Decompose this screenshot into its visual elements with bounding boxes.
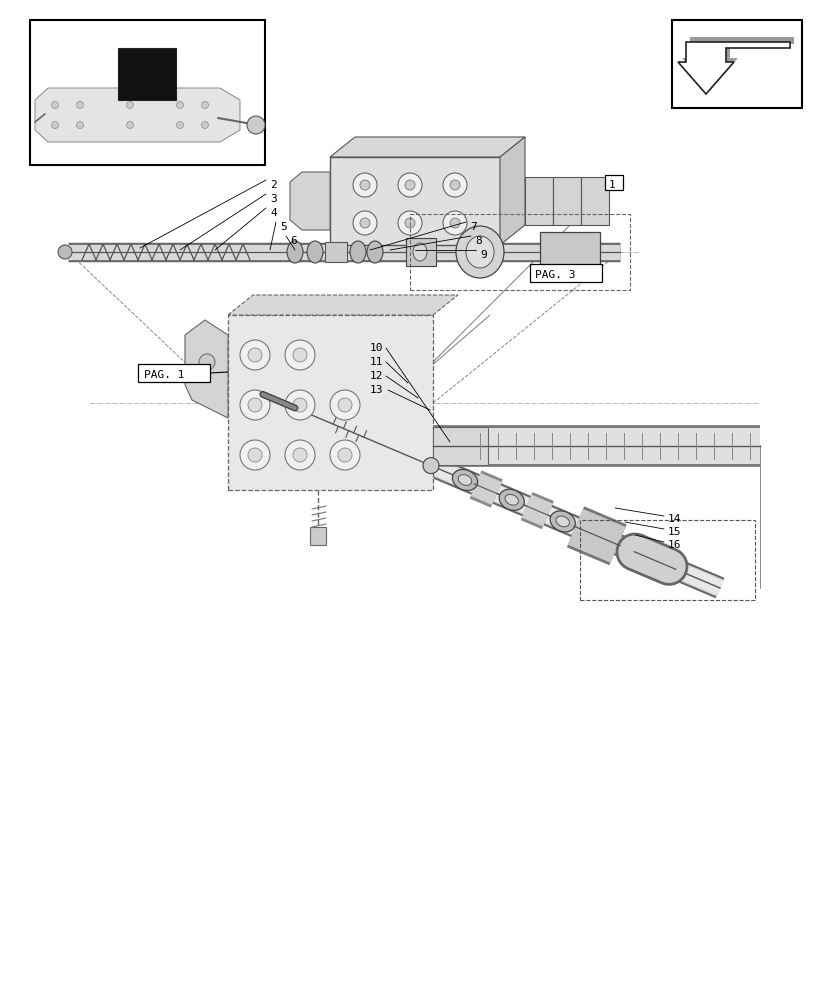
Circle shape bbox=[352, 211, 376, 235]
Circle shape bbox=[201, 122, 208, 129]
Bar bbox=[433, 427, 487, 465]
Text: 14: 14 bbox=[667, 514, 681, 524]
Circle shape bbox=[51, 122, 59, 129]
Bar bbox=[405, 238, 436, 266]
Bar bbox=[552, 177, 581, 225]
Circle shape bbox=[293, 348, 307, 362]
Ellipse shape bbox=[366, 241, 383, 263]
Text: 5: 5 bbox=[280, 222, 286, 232]
Circle shape bbox=[398, 173, 422, 197]
Circle shape bbox=[58, 245, 72, 259]
Ellipse shape bbox=[456, 226, 504, 278]
Ellipse shape bbox=[457, 475, 471, 485]
Text: 6: 6 bbox=[289, 236, 296, 246]
Polygon shape bbox=[681, 37, 793, 90]
Text: 1: 1 bbox=[609, 180, 615, 190]
Bar bbox=[672, 20, 801, 108]
Bar bbox=[524, 177, 552, 225]
Circle shape bbox=[127, 122, 133, 129]
Text: 7: 7 bbox=[470, 222, 476, 232]
Circle shape bbox=[246, 116, 265, 134]
Text: 13: 13 bbox=[370, 385, 383, 395]
Circle shape bbox=[248, 448, 261, 462]
Ellipse shape bbox=[504, 494, 518, 505]
Text: 15: 15 bbox=[667, 527, 681, 537]
Bar bbox=[409, 214, 629, 290]
Circle shape bbox=[284, 440, 314, 470]
Circle shape bbox=[248, 398, 261, 412]
Circle shape bbox=[404, 180, 414, 190]
Circle shape bbox=[284, 390, 314, 420]
Polygon shape bbox=[500, 137, 524, 245]
Circle shape bbox=[51, 102, 59, 109]
Text: PAG. 3: PAG. 3 bbox=[534, 270, 575, 280]
Circle shape bbox=[240, 390, 270, 420]
Circle shape bbox=[293, 398, 307, 412]
Circle shape bbox=[127, 102, 133, 109]
Circle shape bbox=[352, 173, 376, 197]
Polygon shape bbox=[330, 137, 524, 157]
Circle shape bbox=[198, 354, 215, 370]
Circle shape bbox=[176, 122, 184, 129]
Polygon shape bbox=[677, 42, 789, 94]
Text: 3: 3 bbox=[270, 194, 276, 204]
Ellipse shape bbox=[499, 489, 523, 510]
Circle shape bbox=[449, 218, 460, 228]
Ellipse shape bbox=[287, 241, 303, 263]
Text: 16: 16 bbox=[667, 540, 681, 550]
Bar bbox=[227, 315, 433, 490]
Circle shape bbox=[442, 211, 466, 235]
Circle shape bbox=[284, 340, 314, 370]
Circle shape bbox=[293, 448, 307, 462]
Circle shape bbox=[449, 180, 460, 190]
Polygon shape bbox=[227, 295, 457, 315]
Bar bbox=[581, 177, 609, 225]
Circle shape bbox=[330, 440, 360, 470]
Text: 9: 9 bbox=[480, 250, 486, 260]
Circle shape bbox=[423, 458, 438, 474]
Text: 8: 8 bbox=[475, 236, 481, 246]
Text: 2: 2 bbox=[270, 180, 276, 190]
Text: 4: 4 bbox=[270, 208, 276, 218]
Circle shape bbox=[176, 102, 184, 109]
Ellipse shape bbox=[413, 243, 427, 261]
Circle shape bbox=[201, 102, 208, 109]
Bar bbox=[30, 20, 265, 165]
Text: 10: 10 bbox=[370, 343, 383, 353]
Ellipse shape bbox=[556, 516, 569, 527]
Ellipse shape bbox=[307, 241, 323, 263]
Circle shape bbox=[404, 218, 414, 228]
Circle shape bbox=[337, 448, 351, 462]
Circle shape bbox=[248, 348, 261, 362]
Circle shape bbox=[442, 173, 466, 197]
Bar bbox=[309, 527, 326, 545]
Ellipse shape bbox=[549, 511, 575, 532]
Polygon shape bbox=[289, 172, 330, 230]
Bar bbox=[118, 48, 176, 100]
Text: PAG. 1: PAG. 1 bbox=[144, 370, 184, 380]
Polygon shape bbox=[184, 320, 227, 418]
Bar bbox=[138, 364, 210, 382]
Circle shape bbox=[398, 211, 422, 235]
Circle shape bbox=[360, 180, 370, 190]
Bar bbox=[330, 157, 500, 245]
Circle shape bbox=[240, 440, 270, 470]
Bar bbox=[579, 520, 754, 600]
Polygon shape bbox=[35, 88, 240, 142]
Circle shape bbox=[330, 390, 360, 420]
Bar bbox=[605, 175, 622, 190]
Bar bbox=[529, 264, 601, 282]
Bar bbox=[539, 232, 600, 272]
Circle shape bbox=[76, 122, 84, 129]
Bar bbox=[325, 242, 347, 262]
Circle shape bbox=[240, 340, 270, 370]
Ellipse shape bbox=[452, 469, 477, 491]
Text: 11: 11 bbox=[370, 357, 383, 367]
Circle shape bbox=[76, 102, 84, 109]
Text: 12: 12 bbox=[370, 371, 383, 381]
Ellipse shape bbox=[466, 236, 494, 268]
Circle shape bbox=[337, 398, 351, 412]
Circle shape bbox=[360, 218, 370, 228]
Ellipse shape bbox=[350, 241, 366, 263]
